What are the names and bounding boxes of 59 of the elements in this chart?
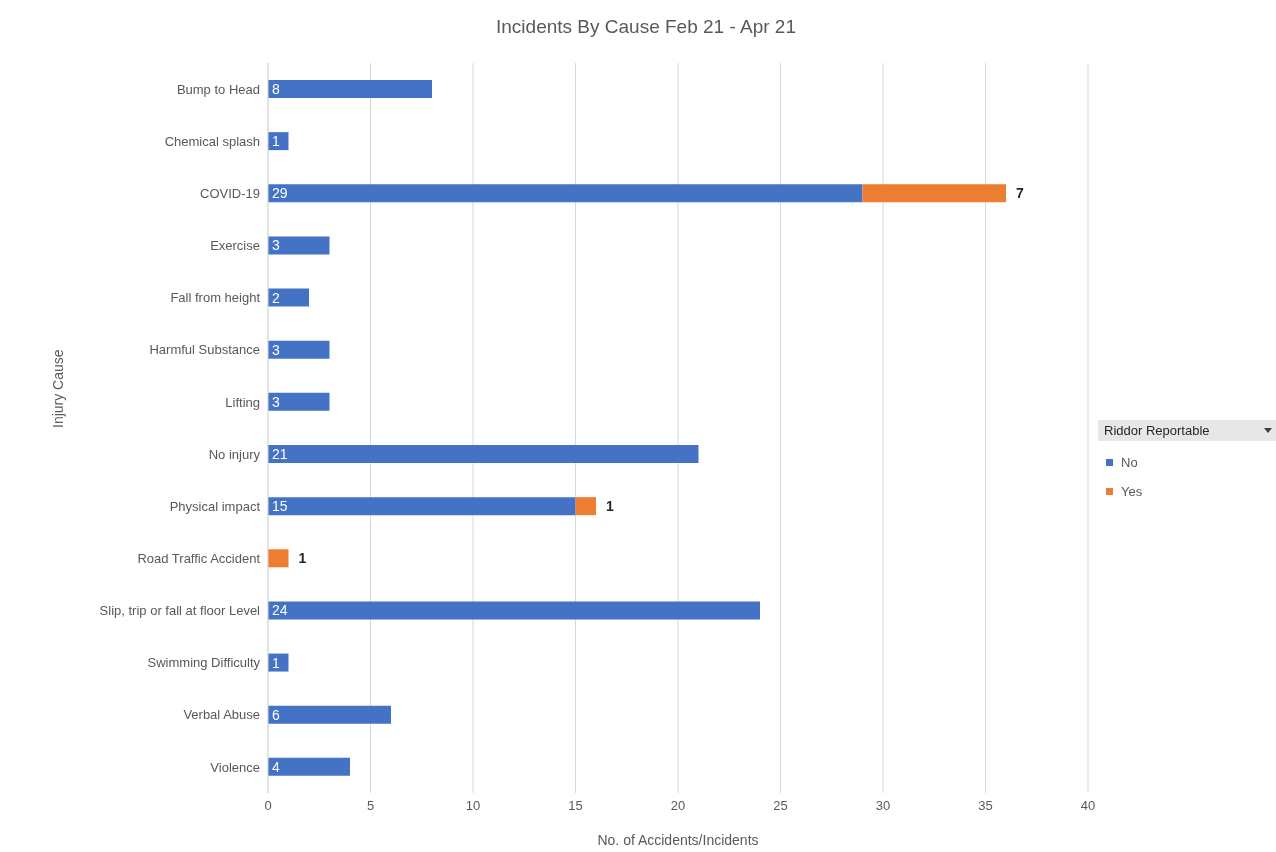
data-label: 29 [272,185,288,202]
data-label: 7 [1016,185,1024,202]
data-label: 3 [272,341,280,358]
x-tick-label: 15 [568,798,583,814]
data-label: 1 [272,133,280,150]
y-axis-title: Injury Cause [49,349,66,428]
y-tick-label: Lifting [225,394,260,410]
bar [268,757,350,776]
y-tick-label: Bump to Head [176,81,260,97]
data-label: 2 [272,289,280,306]
bar [268,288,309,307]
data-label: 4 [272,758,280,775]
x-tick-label: 5 [366,798,375,814]
y-tick-label: Swimming Difficulty [147,655,261,671]
data-label: 15 [272,498,288,515]
y-tick-label: Physical impact [169,498,261,514]
bar [268,184,863,203]
x-tick-label: 40 [1080,798,1096,814]
data-label: 1 [272,654,280,671]
bar [862,184,1006,203]
data-label: 1 [298,550,307,567]
bar [268,549,289,568]
data-label: 21 [272,446,288,462]
y-tick-label: Violence [210,759,260,775]
bar [268,497,576,516]
bar [268,392,330,411]
data-label: 1 [606,498,614,515]
bar [268,601,760,620]
y-tick-label: COVID-19 [200,185,260,201]
y-tick-label: Verbal Abuse [183,707,260,723]
x-tick-label: 25 [773,798,788,814]
y-tick-label: Fall from height [170,290,261,306]
y-tick-label: Chemical splash [164,133,260,149]
y-tick-label: Slip, trip or fall at floor Level [99,603,261,619]
data-label: 8 [272,81,280,97]
x-tick-label: 35 [978,798,993,814]
bar [268,340,330,359]
legend-label: No [1121,455,1138,470]
y-tick-label: Road Traffic Accident [137,550,261,566]
x-tick-label: 30 [875,798,891,814]
data-label: 24 [272,602,288,619]
y-tick-label: No injury [208,446,261,462]
x-tick-label: 0 [264,798,272,814]
bar [268,236,330,255]
y-tick-label: Exercise [210,238,260,254]
x-tick-label: 10 [465,798,481,814]
bar [268,445,699,463]
x-tick-label: 20 [670,798,686,814]
chart-title: Incidents By Cause Feb 21 - Apr 21 [495,16,797,38]
bar [575,497,596,516]
x-axis-title: No. of Accidents/Incidents [597,832,759,848]
bar [268,705,391,724]
bar [268,80,432,98]
y-tick-label: Harmful Substance [149,342,260,358]
legend-title: Riddor Reportable [1104,423,1210,438]
data-label: 3 [272,237,280,254]
legend-label: Yes [1121,484,1143,499]
data-label: 6 [272,706,280,723]
data-label: 3 [272,393,280,410]
